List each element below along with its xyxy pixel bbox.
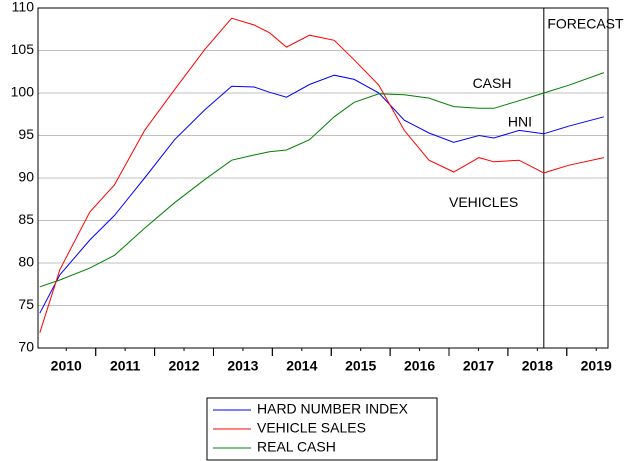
x-tick-label: 2016 (404, 358, 435, 374)
x-tick-label: 2011 (110, 358, 141, 374)
line-series (39, 74, 605, 314)
y-tick-label: 85 (18, 211, 34, 227)
y-tick-label: 70 (18, 339, 34, 355)
x-tick-label: 2015 (345, 358, 376, 374)
x-tick-label: 2018 (522, 358, 553, 374)
annotation: FORECAST (547, 16, 624, 32)
legend-label: HARD NUMBER INDEX (257, 401, 409, 417)
annotation: HNI (508, 113, 532, 129)
y-tick-label: 105 (11, 41, 35, 57)
line-series (39, 72, 605, 288)
line-series (39, 17, 605, 333)
y-tick-label: 100 (11, 84, 35, 100)
x-tick-label: 2014 (286, 358, 317, 374)
annotation: VEHICLES (449, 194, 518, 210)
y-tick-label: 90 (18, 169, 34, 185)
y-tick-label: 80 (18, 254, 34, 270)
x-tick-label: 2012 (168, 358, 199, 374)
legend-label: VEHICLE SALES (257, 420, 366, 436)
x-tick-label: 2013 (227, 358, 258, 374)
plot-frame (37, 7, 609, 349)
y-tick-label: 110 (12, 0, 35, 15)
annotation: CASH (473, 75, 512, 91)
x-tick-label: 2019 (581, 358, 612, 374)
x-tick-label: 2017 (463, 358, 494, 374)
y-tick-label: 95 (18, 126, 34, 142)
x-tick-label: 2010 (51, 358, 82, 374)
legend-label: REAL CASH (257, 439, 336, 455)
y-tick-label: 75 (18, 296, 34, 312)
